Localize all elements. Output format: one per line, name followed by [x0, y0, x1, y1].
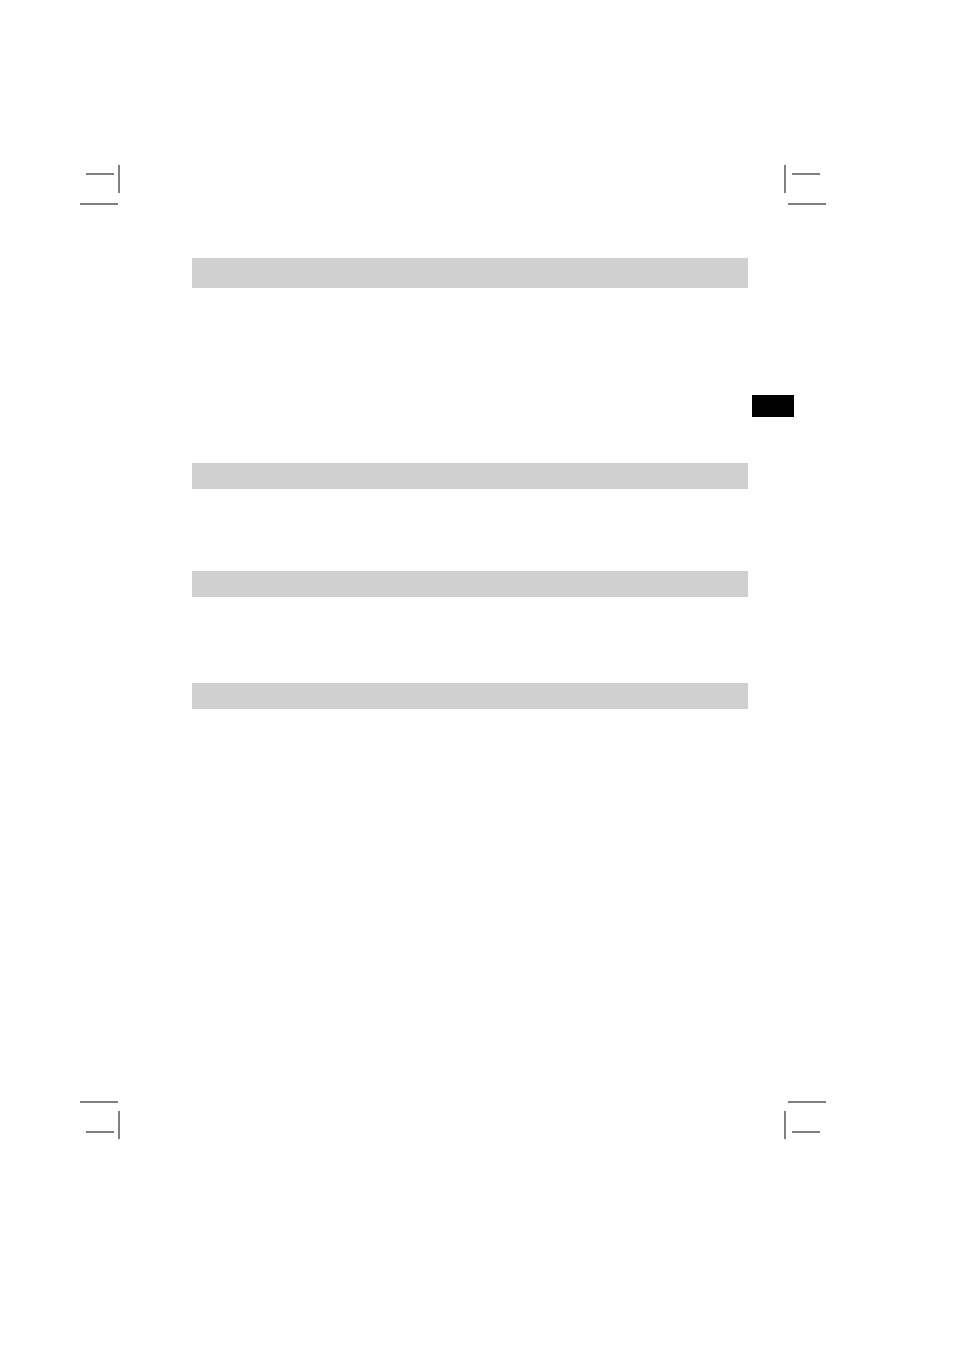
page-tab-marker: [752, 395, 794, 417]
section-bar-3: [192, 571, 748, 597]
section-bar-1: [192, 258, 748, 288]
crop-mark-top-right: [784, 173, 824, 213]
section-bar-4: [192, 683, 748, 709]
crop-line: [792, 173, 820, 175]
crop-mark-top-left: [86, 173, 126, 213]
crop-line: [80, 203, 118, 205]
crop-line: [784, 165, 786, 193]
crop-line: [792, 1131, 820, 1133]
crop-line: [788, 1101, 826, 1103]
crop-line: [118, 1111, 120, 1139]
crop-line: [118, 165, 120, 193]
crop-mark-bottom-right: [784, 1101, 824, 1141]
crop-line: [784, 1111, 786, 1139]
crop-mark-bottom-left: [86, 1101, 126, 1141]
content-area: [192, 258, 748, 709]
section-bar-2: [192, 463, 748, 489]
crop-line: [788, 203, 826, 205]
crop-line: [80, 1101, 118, 1103]
crop-line: [86, 1131, 114, 1133]
crop-line: [86, 173, 114, 175]
